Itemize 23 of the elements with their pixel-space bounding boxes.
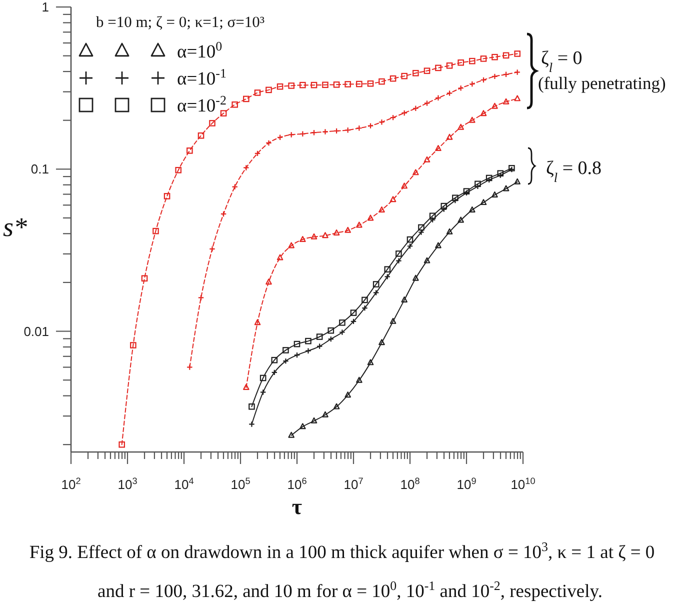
y-tick-label: 0.01: [24, 324, 49, 339]
text: ζ$_{l}$ = 0: [541, 48, 582, 74]
x-tick-label: 10$^{6}$: [287, 476, 307, 492]
legend-label: α=10$^{-1}$: [177, 64, 226, 90]
x-tick-label: 10$^{7}$: [344, 476, 364, 492]
text: (fully penetrating): [538, 73, 666, 93]
y-tick-label: 0.1: [30, 162, 49, 177]
legend-label: α=10$^{0}$: [177, 38, 222, 62]
x-tick-label: 10$^{4}$: [174, 476, 194, 492]
x-tick-label: 10$^{3}$: [118, 476, 138, 492]
x-tick-label: 10$^{8}$: [400, 476, 420, 492]
text: ζ$_{l}$ = 0.8: [546, 158, 602, 184]
text: and r = 100, 31.62, and 10 m for α = 10$^{0}$, 10$^{-1}$ and 10$^{-2}$, respectively.: [98, 578, 602, 602]
x-tick-label: 10$^{2}$: [61, 476, 81, 492]
x-tick-label: 10$^{5}$: [230, 476, 250, 492]
y-tick-label: 1: [42, 0, 49, 15]
x-tick-label: 10$^{9}$: [456, 476, 476, 492]
x-tick-label: 10$^{10}$: [510, 476, 536, 492]
legend-label: α=10$^{-2}$: [177, 92, 226, 116]
caption: Fig 9. Effect of α on drawdown in a 100 m thick aquifer when σ = 10$^{3}$, κ = 1 at ζ = 0: [29, 538, 655, 563]
annotation: b =10 m; ζ = 0; κ=1; σ=10³: [96, 14, 265, 31]
x-axis-title: τ: [292, 494, 302, 519]
y-axis-title: s*: [2, 212, 28, 242]
